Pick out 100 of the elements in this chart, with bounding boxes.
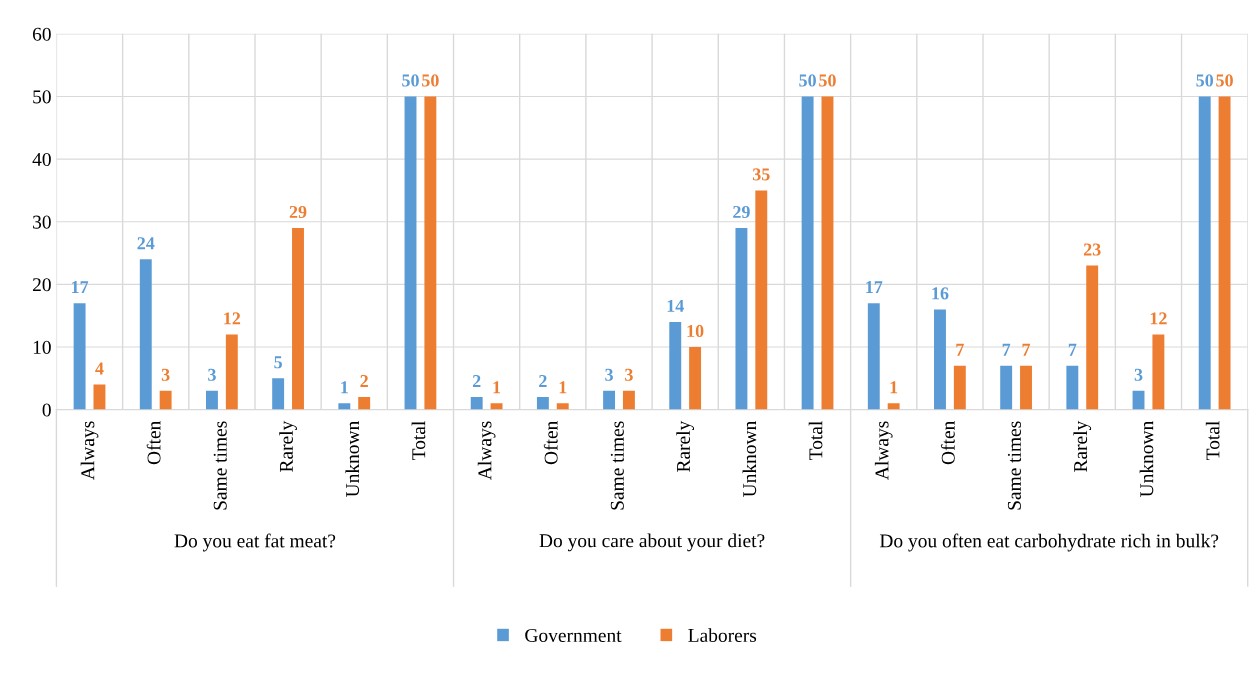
bar — [292, 227, 304, 410]
data-label: 1 — [890, 381, 898, 394]
data-label: 50 — [402, 74, 419, 87]
data-label: 7 — [956, 343, 964, 356]
x-tick-label: Total — [411, 421, 426, 461]
data-label: 2 — [539, 375, 547, 387]
y-tick-label: 60 — [32, 27, 51, 41]
bar — [1198, 96, 1211, 410]
text: Do you often eat carbohydrate rich in bulk? — [879, 533, 1219, 552]
x-tick-label: Unknown — [345, 420, 360, 497]
bar — [622, 390, 635, 410]
y-tick-label: 10 — [33, 340, 51, 354]
x-tick-label: Always — [477, 421, 496, 480]
data-label: 17 — [72, 281, 89, 294]
data-label: 2 — [360, 375, 368, 387]
data-label: 50 — [422, 74, 439, 87]
data-label: 7 — [1068, 343, 1077, 356]
y-tick-label: 30 — [33, 215, 51, 229]
x-tick-label: Often — [543, 420, 558, 465]
data-label: 3 — [161, 368, 170, 381]
data-label: 29 — [289, 205, 307, 219]
bar — [536, 397, 549, 410]
y-tick-label: 0 — [42, 403, 51, 417]
bar — [73, 303, 86, 410]
bar — [404, 96, 417, 410]
legend-label: Laborers — [688, 628, 757, 643]
bar — [821, 96, 834, 410]
data-label: 3 — [605, 368, 613, 381]
x-tick-label: Total — [808, 421, 823, 461]
data-label: 50 — [799, 74, 816, 87]
data-label: 17 — [866, 281, 883, 294]
bar — [1020, 365, 1032, 410]
data-label: 7 — [1022, 343, 1031, 356]
data-label: 12 — [1150, 312, 1167, 325]
bar — [556, 403, 569, 410]
data-label: 7 — [1002, 343, 1011, 356]
data-label: 50 — [1216, 74, 1233, 87]
bar — [735, 227, 748, 410]
bar — [159, 390, 172, 410]
x-tick-label: Unknown — [742, 420, 757, 497]
data-label: 1 — [559, 381, 567, 394]
text: Do you care about your diet? — [539, 533, 765, 552]
bar — [139, 259, 152, 410]
bar — [1066, 365, 1079, 410]
bar — [801, 96, 814, 410]
bar — [338, 403, 351, 410]
data-label: 50 — [1196, 74, 1214, 87]
x-tick-label: Rarely — [279, 420, 297, 472]
data-label: 3 — [1134, 368, 1143, 381]
data-label: 10 — [687, 324, 704, 338]
x-tick-label: Often — [146, 420, 161, 465]
x-tick-label: Always — [874, 421, 893, 480]
data-label: 2 — [472, 375, 481, 387]
bar — [206, 390, 218, 410]
bar — [490, 403, 503, 410]
bar — [1152, 334, 1165, 410]
bar — [934, 309, 946, 410]
data-label: 5 — [274, 356, 282, 369]
bar — [1218, 96, 1231, 410]
bar — [272, 378, 285, 410]
x-tick-label: Rarely — [1073, 420, 1092, 472]
bar — [669, 321, 682, 410]
bar — [755, 190, 768, 410]
x-tick-label: Same times — [213, 421, 227, 510]
bar — [424, 96, 437, 410]
x-tick-label: Rarely — [676, 420, 695, 472]
text: Do you eat fat meat? — [174, 533, 336, 552]
data-label: 1 — [493, 381, 501, 394]
bar — [887, 403, 900, 410]
bar — [1086, 265, 1099, 410]
bar — [1000, 365, 1013, 410]
bar — [358, 397, 371, 410]
bar — [93, 384, 106, 410]
x-tick-label: Always — [80, 421, 99, 480]
bar — [867, 303, 880, 410]
data-label: 3 — [625, 368, 633, 381]
x-tick-label: Same times — [610, 421, 624, 510]
bar — [603, 390, 616, 410]
x-tick-label: Often — [940, 420, 955, 465]
x-tick-label: Total — [1205, 421, 1220, 461]
legend-label: Government — [525, 628, 622, 643]
data-label: 29 — [733, 205, 750, 219]
data-label: 12 — [224, 312, 241, 325]
bar — [689, 346, 702, 410]
data-label: 3 — [208, 368, 216, 381]
y-tick-label: 20 — [32, 278, 51, 292]
data-label: 14 — [667, 299, 684, 312]
data-label: 50 — [819, 74, 836, 87]
bar — [470, 397, 483, 410]
y-tick-label: 50 — [33, 90, 51, 104]
bar — [225, 334, 238, 410]
data-label: 23 — [1083, 243, 1101, 256]
data-label: 1 — [341, 381, 348, 394]
data-label: 16 — [932, 287, 949, 300]
data-label: 35 — [752, 168, 770, 181]
x-tick-label: Same times — [1007, 421, 1021, 510]
y-tick-label: 40 — [32, 152, 51, 167]
data-label: 4 — [95, 362, 104, 375]
data-label: 24 — [137, 237, 155, 250]
x-tick-label: Unknown — [1139, 420, 1154, 497]
